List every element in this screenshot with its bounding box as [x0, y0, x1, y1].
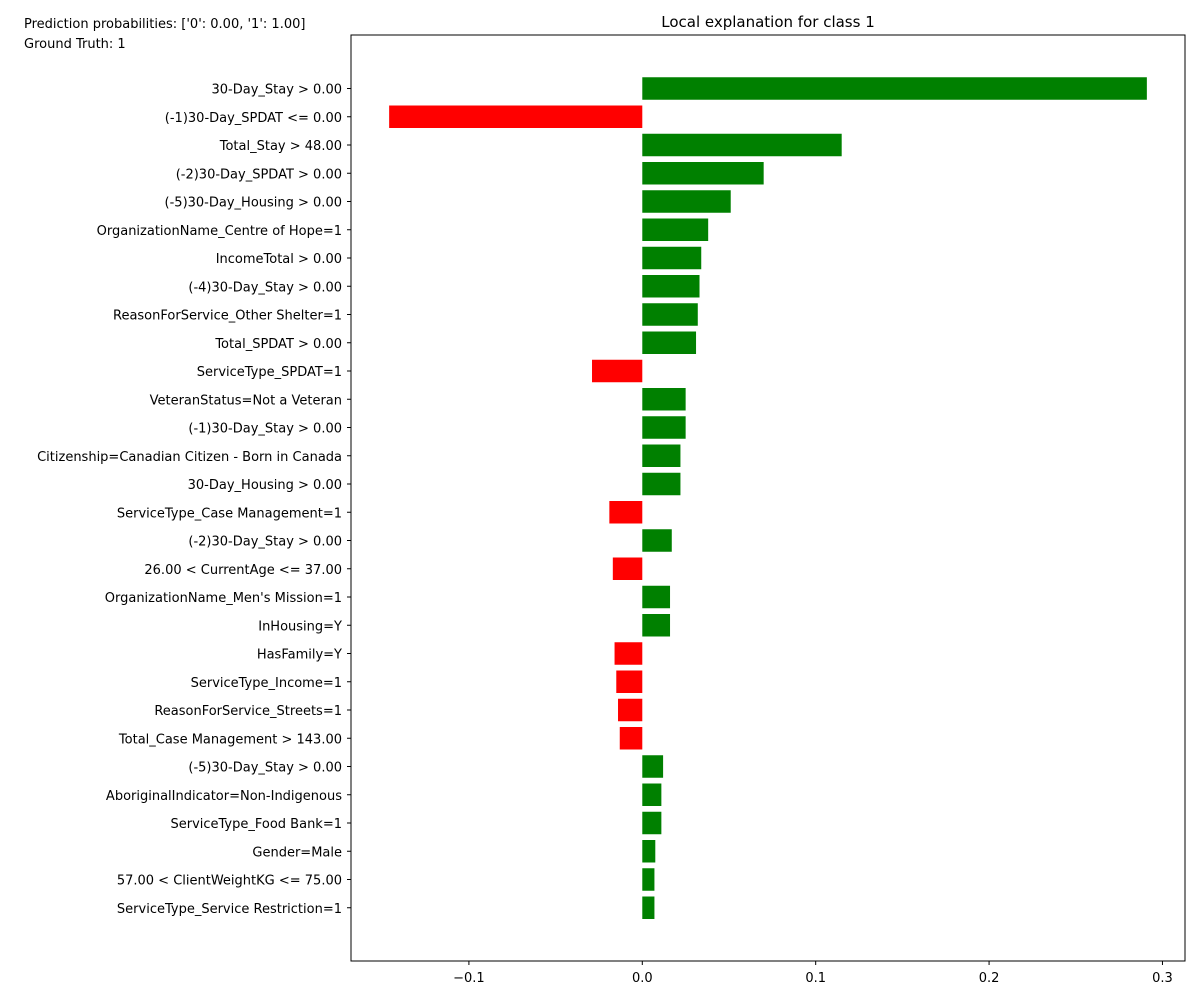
bar [642, 246, 702, 270]
y-tick-label: ServiceType_Food Bank=1 [170, 817, 342, 832]
bar [642, 416, 686, 439]
bar [642, 472, 681, 496]
y-tick-label: ServiceType_Income=1 [191, 676, 342, 691]
ground-truth: Ground Truth: 1 [24, 37, 126, 52]
y-tick-label: ServiceType_Service Restriction=1 [117, 902, 342, 917]
y-tick-label: Total_SPDAT > 0.00 [214, 337, 342, 352]
y-tick-label: (-1)30-Day_SPDAT <= 0.00 [165, 111, 342, 126]
y-tick-label: 57.00 < ClientWeightKG <= 75.00 [117, 874, 342, 889]
bar [642, 77, 1147, 100]
y-tick-label: VeteranStatus=Not a Veteran [150, 393, 342, 408]
y-tick-label: 26.00 < CurrentAge <= 37.00 [144, 563, 342, 578]
bar [642, 783, 662, 806]
y-tick-label: Total_Case Management > 143.00 [118, 732, 342, 747]
prediction-probabilities: Prediction probabilities: ['0': 0.00, '1… [24, 17, 306, 32]
bar [389, 105, 643, 128]
bar [614, 642, 643, 665]
bar [642, 444, 681, 467]
y-tick-label: (-2)30-Day_SPDAT > 0.00 [176, 167, 342, 182]
y-tick-labels: 30-Day_Stay > 0.00 (-1)30-Day_SPDAT <= 0.… [37, 83, 351, 917]
bars-group [389, 77, 1147, 919]
y-tick-label: (-4)30-Day_Stay > 0.00 [188, 280, 342, 295]
y-tick-label: Citizenship=Canadian Citizen - Born in C… [37, 450, 342, 465]
bar [616, 670, 643, 693]
bar [642, 529, 672, 552]
bar [642, 275, 700, 298]
bar [592, 359, 643, 383]
bar [642, 614, 671, 637]
plot-frame [350, 34, 1186, 962]
y-tick-label: OrganizationName_Men's Mission=1 [105, 591, 342, 606]
y-tick-label: ServiceType_Case Management=1 [117, 506, 342, 521]
bar [642, 218, 709, 241]
y-tick-label: (-2)30-Day_Stay > 0.00 [188, 535, 342, 550]
x-axis: −0.1 0.0 0.1 0.2 0.3 [453, 961, 1173, 986]
bar [619, 727, 643, 750]
bar [642, 868, 655, 891]
y-tick-label: ServiceType_SPDAT=1 [197, 365, 342, 380]
bar [642, 840, 656, 863]
bar [609, 501, 643, 524]
y-tick-label: HasFamily=Y [257, 648, 342, 663]
bar [642, 162, 764, 185]
y-tick-label: (-5)30-Day_Stay > 0.00 [188, 761, 342, 776]
y-tick-label: OrganizationName_Centre of Hope=1 [97, 224, 342, 239]
y-tick-label: (-1)30-Day_Stay > 0.00 [188, 422, 342, 437]
x-tick-label: 0.3 [1152, 971, 1173, 986]
bar [642, 755, 664, 778]
bar [618, 698, 643, 722]
x-tick-label: 0.1 [805, 971, 826, 986]
x-tick-label: −0.1 [453, 971, 485, 986]
y-tick-label: InHousing=Y [258, 619, 342, 634]
x-tick-label: 0.0 [632, 971, 653, 986]
bar [642, 811, 662, 835]
y-tick-label: ReasonForService_Other Shelter=1 [113, 309, 342, 324]
bar [642, 190, 731, 213]
y-tick-label: Gender=Male [252, 845, 342, 860]
bar [612, 557, 643, 580]
y-tick-label: Total_Stay > 48.00 [219, 139, 342, 154]
chart-title: Local explanation for class 1 [661, 13, 875, 31]
y-tick-label: (-5)30-Day_Housing > 0.00 [165, 196, 342, 211]
bar [642, 133, 842, 157]
x-tick-label: 0.2 [979, 971, 1000, 986]
y-tick-label: ReasonForService_Streets=1 [154, 704, 342, 719]
bar [642, 585, 671, 609]
bar [642, 331, 697, 354]
bar [642, 303, 698, 326]
bar [642, 388, 686, 411]
y-tick-label: IncomeTotal > 0.00 [216, 252, 342, 267]
bar [642, 896, 655, 919]
y-tick-label: 30-Day_Stay > 0.00 [211, 83, 342, 98]
y-tick-label: 30-Day_Housing > 0.00 [188, 478, 342, 493]
y-tick-label: AboriginalIndicator=Non-Indigenous [106, 789, 342, 804]
